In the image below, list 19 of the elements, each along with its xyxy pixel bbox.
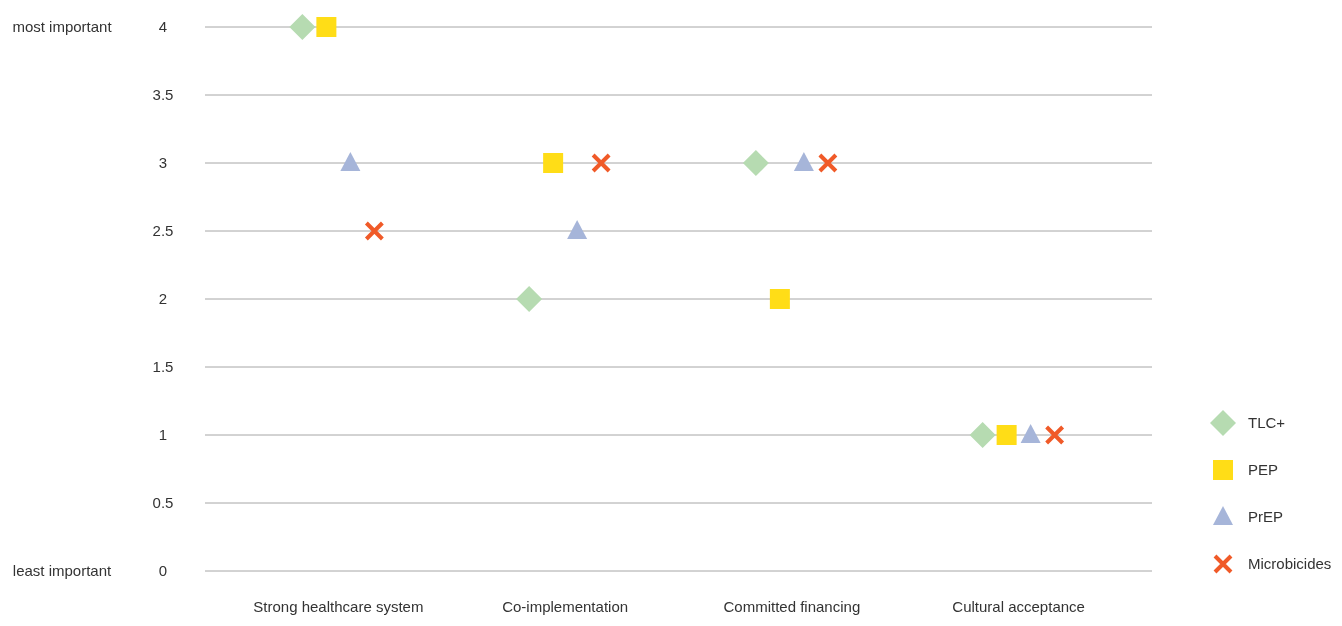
legend-label: PEP <box>1248 461 1279 479</box>
legend-label: Microbicides <box>1248 555 1332 573</box>
x-tick-label: Strong healthcare system <box>253 598 424 615</box>
legend-label: TLC+ <box>1248 414 1286 432</box>
y-tick-label: 3.5 <box>152 86 174 104</box>
y-tick-label: 2.5 <box>152 222 174 240</box>
x-tick-label: Co-implementation <box>502 598 629 615</box>
y-tick-label: 1.5 <box>152 358 174 376</box>
y-tick-label: 2 <box>158 290 168 308</box>
text: most important <box>12 18 113 36</box>
x-tick-label: Committed financing <box>723 598 861 615</box>
x-tick-label: Cultural acceptance <box>952 598 1085 615</box>
y-tick-label: 1 <box>158 426 168 444</box>
y-tick-label: 4 <box>158 18 168 36</box>
y-tick-label: 0.5 <box>152 494 174 512</box>
text: least important <box>12 562 113 580</box>
y-tick-label: 0 <box>158 562 168 580</box>
y-tick-label: 3 <box>158 154 168 172</box>
legend-label: PrEP <box>1248 508 1284 526</box>
